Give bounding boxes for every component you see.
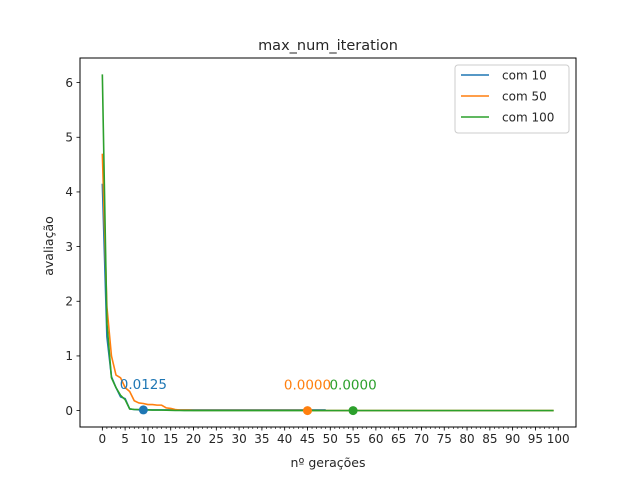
x-axis-label: nº gerações <box>291 455 366 470</box>
x-tick-label: 40 <box>277 432 292 446</box>
y-tick-label: 1 <box>65 349 73 363</box>
x-tick-label: 5 <box>121 432 129 446</box>
x-tick-label: 25 <box>209 432 224 446</box>
min-value-label-3: 0.0000 <box>329 378 376 394</box>
legend-label-1: com 10 <box>502 69 547 83</box>
legend: com 10 com 50 com 100 <box>454 64 570 134</box>
y-tick-label: 6 <box>65 76 73 90</box>
x-tick-label: 95 <box>528 432 543 446</box>
x-tick-label: 85 <box>482 432 497 446</box>
legend-label-2: com 50 <box>502 90 547 104</box>
x-tick-label: 45 <box>300 432 315 446</box>
y-tick-label: 2 <box>65 295 73 309</box>
y-tick-label: 4 <box>65 185 73 199</box>
y-tick-label: 0 <box>65 404 73 418</box>
y-tick-label: 5 <box>65 131 73 145</box>
y-axis-label: avaliação <box>41 216 56 276</box>
min-point-marker-2 <box>302 406 312 416</box>
x-tick-label: 10 <box>140 432 155 446</box>
legend-box <box>454 64 570 134</box>
x-tick-label: 30 <box>231 432 246 446</box>
min-value-label-2: 0.0000 <box>284 378 331 394</box>
y-tick-label: 3 <box>65 240 73 254</box>
x-axis-ticks: 0 5 10 15 20 25 30 35 40 45 50 55 60 65 70 75 80 85 90 95 10… <box>99 427 570 446</box>
series-line-3 <box>101 74 554 412</box>
plot-frame <box>79 57 577 428</box>
chart-title: max_num_iteration <box>258 38 398 54</box>
x-tick-label: 100 <box>547 432 570 446</box>
x-tick-label: 70 <box>414 432 429 446</box>
x-tick-label: 65 <box>391 432 406 446</box>
x-tick-label: 55 <box>345 432 360 446</box>
x-tick-label: 90 <box>505 432 520 446</box>
x-tick-label: 15 <box>163 432 178 446</box>
x-tick-label: 0 <box>99 432 107 446</box>
x-tick-label: 80 <box>459 432 474 446</box>
min-point-marker-1 <box>138 405 148 415</box>
x-tick-label: 35 <box>254 432 269 446</box>
x-tick-label: 60 <box>368 432 383 446</box>
x-tick-label: 50 <box>323 432 338 446</box>
min-point-marker-3 <box>348 406 358 416</box>
legend-label-3: com 100 <box>502 111 554 125</box>
x-tick-label: 75 <box>437 432 452 446</box>
min-value-label-1: 0.0125 <box>120 377 167 393</box>
y-axis-ticks: 0 1 2 3 4 5 6 <box>65 76 80 418</box>
x-tick-label: 20 <box>186 432 201 446</box>
